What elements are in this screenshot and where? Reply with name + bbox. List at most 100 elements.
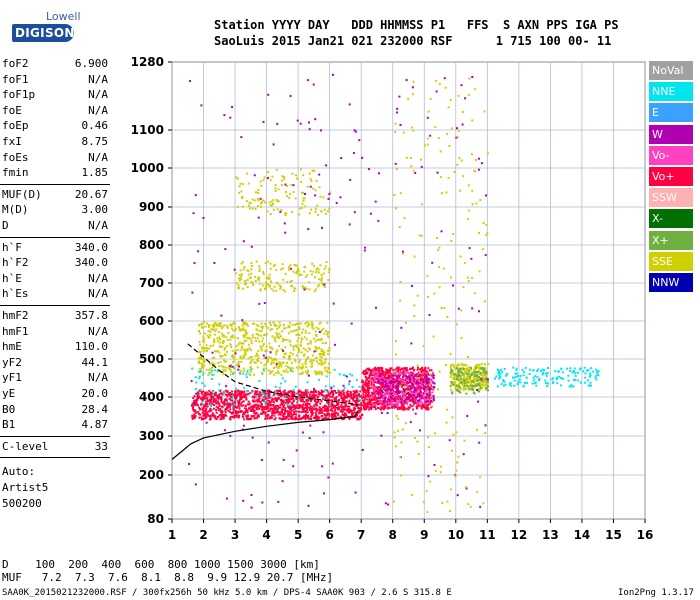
scatter-point: [267, 278, 270, 280]
param-name: D: [2, 219, 9, 232]
scatter-point: [418, 399, 421, 402]
scatter-point: [522, 374, 525, 377]
scatter-point: [302, 393, 305, 396]
scatter-point: [378, 389, 381, 392]
scatter-point: [425, 387, 428, 390]
scatter-point: [312, 396, 314, 399]
scatter-point: [240, 328, 243, 331]
scatter-point: [426, 116, 429, 119]
scatter-point: [463, 369, 465, 372]
scatter-point: [409, 380, 412, 383]
scatter-point: [285, 399, 288, 402]
scatter-point: [253, 400, 256, 403]
scatter-point: [241, 324, 244, 327]
scatter-point: [415, 391, 418, 394]
scatter-point: [411, 395, 414, 398]
scatter-point: [592, 370, 595, 373]
scatter-point: [398, 390, 401, 393]
scatter-point: [266, 417, 269, 420]
scatter-point: [409, 399, 412, 402]
scatter-point: [413, 386, 416, 389]
scatter-point: [320, 361, 323, 363]
scatter-point: [299, 322, 302, 325]
scatter-point: [232, 371, 235, 374]
scatter-point: [275, 407, 278, 409]
scatter-point: [378, 382, 381, 384]
scatter-point: [318, 378, 321, 381]
scatter-point: [327, 409, 330, 412]
scatter-point: [370, 370, 373, 373]
scatter-point: [250, 339, 253, 342]
scatter-point: [462, 378, 464, 381]
scatter-point: [304, 393, 307, 396]
scatter-point: [367, 392, 370, 395]
scatter-point: [257, 354, 260, 357]
scatter-point: [374, 381, 377, 384]
scatter-point: [480, 387, 483, 390]
scatter-point: [253, 322, 256, 325]
scatter-point: [380, 389, 383, 392]
scatter-point: [400, 380, 403, 383]
scatter-point: [292, 348, 295, 351]
scatter-point: [478, 231, 480, 234]
scatter-point: [202, 403, 205, 406]
scatter-point: [348, 383, 351, 386]
scatter-point: [209, 334, 212, 337]
scatter-point: [204, 409, 207, 412]
scatter-point: [269, 324, 272, 327]
scatter-point: [323, 286, 326, 289]
scatter-point: [384, 398, 387, 401]
scatter-point: [236, 364, 239, 366]
scatter-point: [315, 415, 318, 418]
scatter-point: [286, 281, 289, 284]
scatter-point: [211, 395, 214, 398]
scatter-point: [407, 376, 410, 378]
scatter-point: [234, 392, 236, 395]
scatter-point: [208, 389, 211, 392]
scatter-point: [397, 382, 400, 385]
logo-top-text: Lowell: [46, 10, 81, 23]
scatter-point: [291, 390, 294, 393]
scatter-point: [201, 418, 204, 421]
scatter-point: [397, 398, 400, 401]
scatter-point: [416, 402, 418, 405]
scatter-point: [466, 276, 469, 279]
scatter-point: [348, 394, 351, 397]
scatter-point: [232, 354, 234, 357]
scatter-point: [471, 385, 474, 388]
scatter-point: [528, 368, 531, 371]
scatter-point: [239, 357, 242, 360]
scatter-point: [285, 403, 288, 405]
scatter-point: [283, 389, 286, 392]
scatter-point: [515, 368, 518, 371]
scatter-point: [321, 281, 323, 284]
scatter-point: [252, 415, 255, 418]
scatter-point: [259, 345, 262, 348]
scatter-point: [389, 395, 392, 398]
scatter-point: [407, 408, 410, 411]
scatter-point: [373, 392, 376, 395]
scatter-point: [451, 363, 454, 366]
scatter-point: [472, 378, 475, 381]
scatter-point: [590, 367, 593, 370]
scatter-point: [319, 363, 322, 366]
scatter-point: [420, 387, 423, 390]
scatter-point: [418, 388, 421, 390]
scatter-point: [428, 393, 431, 396]
x-tick-label: 9: [420, 528, 428, 542]
scatter-point: [394, 380, 397, 383]
scatter-point: [424, 378, 427, 381]
scatter-point: [238, 279, 241, 282]
scatter-point: [327, 417, 330, 420]
scatter-point: [387, 398, 390, 401]
scatter-point: [409, 421, 412, 424]
scatter-point: [294, 404, 297, 407]
scatter-point: [419, 386, 422, 389]
scatter-point: [326, 389, 329, 392]
scatter-point: [236, 365, 239, 368]
scatter-point: [322, 362, 325, 365]
scatter-point: [369, 212, 372, 215]
scatter-point: [282, 414, 285, 417]
scatter-point: [229, 408, 232, 411]
scatter-point: [275, 371, 278, 374]
